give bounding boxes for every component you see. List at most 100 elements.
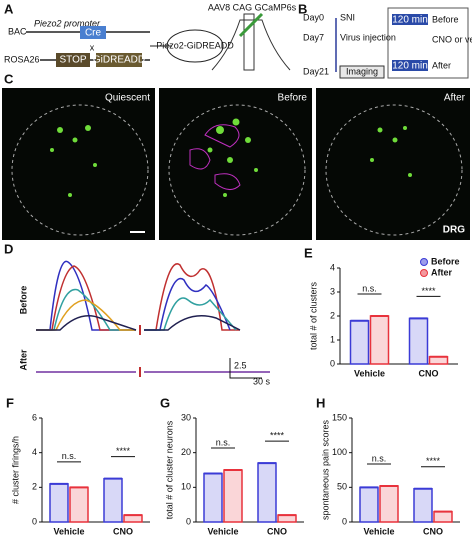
stage: Before [432, 14, 459, 24]
x-tick-label: Vehicle [53, 526, 84, 536]
panel-letter: G [160, 395, 170, 410]
drg-outline [325, 104, 463, 236]
row-label: After [18, 349, 28, 370]
bar [277, 514, 297, 523]
event: SNI [340, 12, 355, 22]
stage: After [432, 60, 451, 70]
stop-box [56, 53, 90, 67]
cross: x [90, 42, 95, 52]
panel-letter: D [4, 241, 13, 256]
image-title: After [444, 93, 466, 104]
row-label: Before [18, 286, 28, 315]
stage: CNO or vehicle [432, 34, 472, 44]
legend-label: Before [431, 256, 460, 266]
y-axis-label: total # of clusters [308, 281, 318, 350]
significance-label: **** [116, 446, 131, 456]
y-axis-label: total # of cluster neurons [164, 420, 174, 519]
x-tick-label: Vehicle [207, 526, 238, 536]
syringe [238, 12, 264, 38]
promoter-label: Piezo2 promoter [34, 18, 101, 28]
y-tick-label: 150 [332, 412, 347, 422]
significance-label: n.s. [362, 283, 377, 293]
panel-letter: C [4, 71, 14, 86]
panel-letter: F [6, 395, 14, 410]
spine-drawing [211, 19, 291, 71]
significance-label: n.s. [62, 451, 77, 461]
day: Day7 [303, 32, 324, 42]
significance-label: **** [421, 286, 436, 296]
time-label: 120 min [392, 15, 428, 26]
mouse-label: Piezo2-GiDREADD [156, 40, 234, 50]
image-title: Before [278, 93, 308, 104]
bar [103, 477, 123, 523]
bar [408, 317, 429, 365]
y-tick-label: 0 [186, 516, 191, 526]
imaging-box [339, 65, 385, 79]
bar [413, 487, 433, 523]
y-axis-label: spontaneous pain scores [320, 419, 330, 520]
image [159, 88, 312, 240]
y-tick-label: 2 [330, 310, 335, 320]
rosa-label: ROSA26 [4, 54, 40, 64]
bar [223, 469, 243, 523]
legend-marker [420, 269, 428, 277]
mouse-oval [166, 29, 224, 63]
bac-label: BAC [8, 26, 27, 36]
y-tick-label: 4 [32, 447, 37, 457]
significance-label: **** [270, 430, 285, 440]
y-axis-label: # cluster firings/h [10, 436, 20, 504]
x-tick-label: Vehicle [363, 526, 394, 536]
y-tick-label: 10 [181, 482, 191, 492]
day: Day21 [303, 66, 329, 76]
y-tick-label: 0 [330, 358, 335, 368]
x-tick-label: CNO [423, 526, 443, 536]
gidreadd-label: GiDREADD [93, 55, 145, 66]
y-tick-label: 50 [337, 482, 347, 492]
bar [369, 315, 390, 365]
bar [203, 472, 223, 523]
y-tick-label: 20 [181, 447, 191, 457]
y-tick-label: 3 [330, 286, 335, 296]
bar [49, 483, 69, 523]
y-tick-label: 0 [342, 516, 347, 526]
bar [257, 462, 277, 523]
drg-outline [11, 104, 149, 236]
y-tick-label: 2 [32, 482, 37, 492]
cells [50, 118, 412, 197]
scale-bars [229, 358, 262, 379]
region-label: DRG [443, 225, 465, 236]
y-tick-label: 0 [32, 516, 37, 526]
image-title: Quiescent [105, 93, 150, 104]
y-tick-label: 1 [330, 334, 335, 344]
event: Virus injection [340, 32, 396, 42]
x-tick-label: CNO [267, 526, 287, 536]
drg-outline [168, 104, 306, 236]
cluster-outline [189, 124, 241, 190]
time-box [392, 14, 428, 25]
legend-marker [420, 258, 428, 266]
panel-letter: E [304, 245, 313, 260]
time-box [392, 60, 428, 71]
scale-x: 30 s [253, 376, 271, 386]
image-row [2, 88, 470, 240]
legend-label: After [431, 267, 452, 277]
y-tick-label: 100 [332, 447, 347, 457]
significance-label: n.s. [372, 453, 387, 463]
x-tick-label: Vehicle [354, 368, 385, 378]
significance-label: n.s. [216, 437, 231, 447]
stop-label: STOP [59, 55, 86, 66]
panel-letter: B [298, 1, 307, 16]
imaging-label: Imaging [346, 66, 378, 76]
x-tick-label: CNO [113, 526, 133, 536]
virus-label: AAV8 CAG GCaMP6s [208, 2, 297, 12]
protocol-box [387, 7, 469, 79]
day: Day0 [303, 12, 324, 22]
bar [359, 486, 379, 523]
y-tick-label: 6 [32, 412, 37, 422]
bar [428, 356, 449, 365]
panel-letter: H [316, 395, 325, 410]
image [316, 88, 470, 240]
